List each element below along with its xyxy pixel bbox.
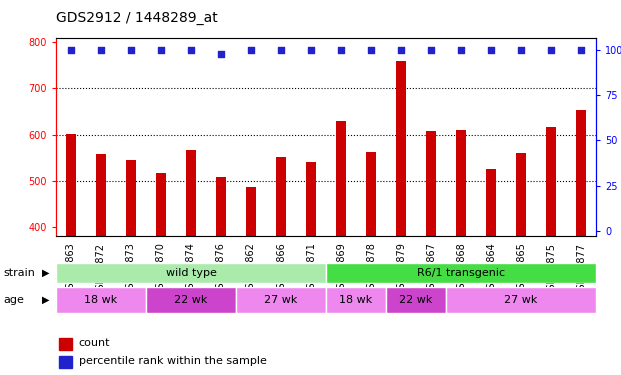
Bar [326,262,596,283]
Bar [446,287,596,313]
Text: ▶: ▶ [42,295,50,305]
Point [576,47,586,53]
Text: 18 wk: 18 wk [340,295,373,305]
Bar [576,110,586,375]
Text: 22 wk: 22 wk [175,295,207,305]
Bar [125,159,136,375]
Bar [366,152,376,375]
Bar [56,287,146,313]
Text: age: age [3,295,24,305]
Bar [426,131,437,375]
Bar [156,173,166,375]
Point [126,47,136,53]
Bar [58,338,72,350]
Text: strain: strain [3,268,35,278]
Text: 22 wk: 22 wk [399,295,433,305]
Point [66,47,76,53]
Point [546,47,556,53]
Bar [146,287,236,313]
Point [186,47,196,53]
Bar [326,287,386,313]
Point [306,47,316,53]
Point [456,47,466,53]
Bar [306,162,316,375]
Bar [336,121,347,375]
Bar [56,262,326,283]
Bar [276,157,286,375]
Point [96,47,106,53]
Text: ▶: ▶ [42,268,50,278]
Bar [66,134,76,375]
Bar [246,187,256,375]
Bar [516,153,527,375]
Bar [58,356,72,368]
Point [276,47,286,53]
Point [216,51,226,57]
Bar [186,150,196,375]
Bar [215,177,226,375]
Point [396,47,406,53]
Text: R6/1 transgenic: R6/1 transgenic [417,268,505,278]
Bar [96,154,106,375]
Text: wild type: wild type [166,268,216,278]
Point [156,47,166,53]
Bar [236,287,326,313]
Text: GDS2912 / 1448289_at: GDS2912 / 1448289_at [56,11,217,25]
Text: count: count [79,339,110,348]
Text: 27 wk: 27 wk [265,295,297,305]
Point [246,47,256,53]
Text: 27 wk: 27 wk [504,295,538,305]
Point [336,47,346,53]
Text: percentile rank within the sample: percentile rank within the sample [79,357,266,366]
Bar [456,130,466,375]
Point [486,47,496,53]
Bar [386,287,446,313]
Point [366,47,376,53]
Point [516,47,526,53]
Text: 18 wk: 18 wk [84,295,117,305]
Bar [396,61,406,375]
Bar [486,169,496,375]
Bar [546,127,556,375]
Point [426,47,436,53]
